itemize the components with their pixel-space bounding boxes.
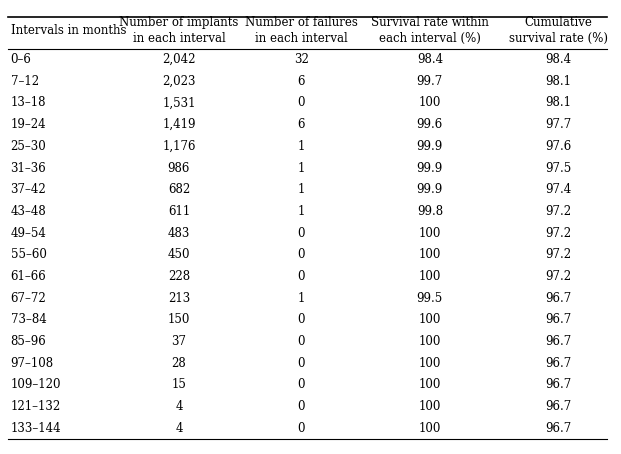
Text: 19–24: 19–24 [11, 118, 46, 131]
Text: 0: 0 [297, 270, 305, 283]
Text: 121–132: 121–132 [11, 400, 61, 413]
Text: 7–12: 7–12 [11, 75, 39, 88]
Text: 1: 1 [297, 183, 305, 196]
Text: 99.9: 99.9 [417, 183, 443, 196]
Text: 611: 611 [168, 205, 190, 218]
Text: 483: 483 [168, 227, 190, 240]
Text: 100: 100 [419, 270, 441, 283]
Text: 49–54: 49–54 [11, 227, 47, 240]
Text: 85–96: 85–96 [11, 335, 47, 348]
Text: 99.6: 99.6 [417, 118, 443, 131]
Text: 99.8: 99.8 [417, 205, 443, 218]
Text: 213: 213 [168, 291, 190, 305]
Text: 100: 100 [419, 357, 441, 370]
Text: 0: 0 [297, 400, 305, 413]
Text: 4: 4 [175, 422, 183, 435]
Text: 99.5: 99.5 [417, 291, 443, 305]
Text: 100: 100 [419, 335, 441, 348]
Text: 43–48: 43–48 [11, 205, 47, 218]
Text: Number of implants
in each interval: Number of implants in each interval [119, 16, 238, 45]
Text: 100: 100 [419, 248, 441, 261]
Text: 98.4: 98.4 [545, 53, 571, 66]
Text: 1: 1 [297, 162, 305, 174]
Text: 100: 100 [419, 97, 441, 109]
Text: 97.2: 97.2 [545, 270, 571, 283]
Text: 31–36: 31–36 [11, 162, 47, 174]
Text: 0–6: 0–6 [11, 53, 32, 66]
Text: 99.9: 99.9 [417, 162, 443, 174]
Text: Number of failures
in each interval: Number of failures in each interval [245, 16, 358, 45]
Text: 0: 0 [297, 378, 305, 391]
Text: 0: 0 [297, 248, 305, 261]
Text: 97–108: 97–108 [11, 357, 53, 370]
Text: 0: 0 [297, 335, 305, 348]
Text: 986: 986 [168, 162, 190, 174]
Text: 28: 28 [171, 357, 186, 370]
Text: 97.2: 97.2 [545, 227, 571, 240]
Text: 98.1: 98.1 [545, 75, 571, 88]
Text: 0: 0 [297, 313, 305, 326]
Text: 0: 0 [297, 227, 305, 240]
Text: 97.5: 97.5 [545, 162, 571, 174]
Text: 25–30: 25–30 [11, 140, 47, 153]
Text: 96.7: 96.7 [545, 335, 571, 348]
Text: 1: 1 [297, 140, 305, 153]
Text: 2,042: 2,042 [162, 53, 196, 66]
Text: 1: 1 [297, 205, 305, 218]
Text: 96.7: 96.7 [545, 313, 571, 326]
Text: 73–84: 73–84 [11, 313, 47, 326]
Text: 1: 1 [297, 291, 305, 305]
Text: 99.7: 99.7 [417, 75, 443, 88]
Text: 13–18: 13–18 [11, 97, 46, 109]
Text: 96.7: 96.7 [545, 422, 571, 435]
Text: 96.7: 96.7 [545, 378, 571, 391]
Text: 99.9: 99.9 [417, 140, 443, 153]
Text: 97.7: 97.7 [545, 118, 571, 131]
Text: 0: 0 [297, 97, 305, 109]
Text: 4: 4 [175, 400, 183, 413]
Text: 2,023: 2,023 [162, 75, 196, 88]
Text: 150: 150 [168, 313, 190, 326]
Text: 228: 228 [168, 270, 190, 283]
Text: 100: 100 [419, 400, 441, 413]
Text: 32: 32 [294, 53, 309, 66]
Text: Intervals in months: Intervals in months [11, 24, 126, 37]
Text: 15: 15 [171, 378, 186, 391]
Text: 97.2: 97.2 [545, 248, 571, 261]
Text: 96.7: 96.7 [545, 291, 571, 305]
Text: Cumulative
survival rate (%): Cumulative survival rate (%) [509, 16, 608, 45]
Text: 96.7: 96.7 [545, 357, 571, 370]
Text: 37–42: 37–42 [11, 183, 47, 196]
Text: 100: 100 [419, 422, 441, 435]
Text: 97.4: 97.4 [545, 183, 571, 196]
Text: 100: 100 [419, 313, 441, 326]
Text: 96.7: 96.7 [545, 400, 571, 413]
Text: 133–144: 133–144 [11, 422, 61, 435]
Text: 97.6: 97.6 [545, 140, 571, 153]
Text: 6: 6 [297, 75, 305, 88]
Text: 98.4: 98.4 [417, 53, 443, 66]
Text: 97.2: 97.2 [545, 205, 571, 218]
Text: 109–120: 109–120 [11, 378, 61, 391]
Text: 100: 100 [419, 378, 441, 391]
Text: 37: 37 [171, 335, 186, 348]
Text: Survival rate within
each interval (%): Survival rate within each interval (%) [371, 16, 489, 45]
Text: 1,176: 1,176 [162, 140, 196, 153]
Text: 1,419: 1,419 [162, 118, 196, 131]
Text: 0: 0 [297, 422, 305, 435]
Text: 682: 682 [168, 183, 190, 196]
Text: 55–60: 55–60 [11, 248, 47, 261]
Text: 6: 6 [297, 118, 305, 131]
Text: 67–72: 67–72 [11, 291, 47, 305]
Text: 61–66: 61–66 [11, 270, 47, 283]
Text: 1,531: 1,531 [162, 97, 196, 109]
Text: 450: 450 [168, 248, 190, 261]
Text: 100: 100 [419, 227, 441, 240]
Text: 98.1: 98.1 [545, 97, 571, 109]
Text: 0: 0 [297, 357, 305, 370]
